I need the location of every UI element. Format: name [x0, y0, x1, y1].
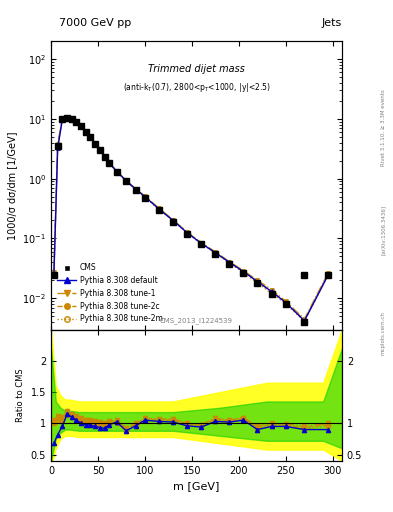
- Text: (anti-k$_{\rm T}$(0.7), 2800<p$_{\rm T}$<1000, |y|<2.5): (anti-k$_{\rm T}$(0.7), 2800<p$_{\rm T}$…: [123, 81, 270, 94]
- Text: [arXiv:1306.3436]: [arXiv:1306.3436]: [381, 205, 386, 255]
- Legend: CMS, Pythia 8.308 default, Pythia 8.308 tune-1, Pythia 8.308 tune-2c, Pythia 8.3: CMS, Pythia 8.308 default, Pythia 8.308 …: [55, 261, 165, 326]
- X-axis label: m [GeV]: m [GeV]: [173, 481, 220, 491]
- Y-axis label: 1000/σ dσ/dm [1/GeV]: 1000/σ dσ/dm [1/GeV]: [7, 131, 17, 240]
- Text: Rivet 3.1.10, ≥ 3.3M events: Rivet 3.1.10, ≥ 3.3M events: [381, 90, 386, 166]
- Text: 7000 GeV pp: 7000 GeV pp: [59, 18, 131, 28]
- Text: mcplots.cern.ch: mcplots.cern.ch: [381, 311, 386, 355]
- Text: Trimmed dijet mass: Trimmed dijet mass: [148, 64, 245, 74]
- Y-axis label: Ratio to CMS: Ratio to CMS: [16, 369, 25, 422]
- Text: Jets: Jets: [321, 18, 342, 28]
- Text: CMS_2013_I1224539: CMS_2013_I1224539: [160, 317, 233, 324]
